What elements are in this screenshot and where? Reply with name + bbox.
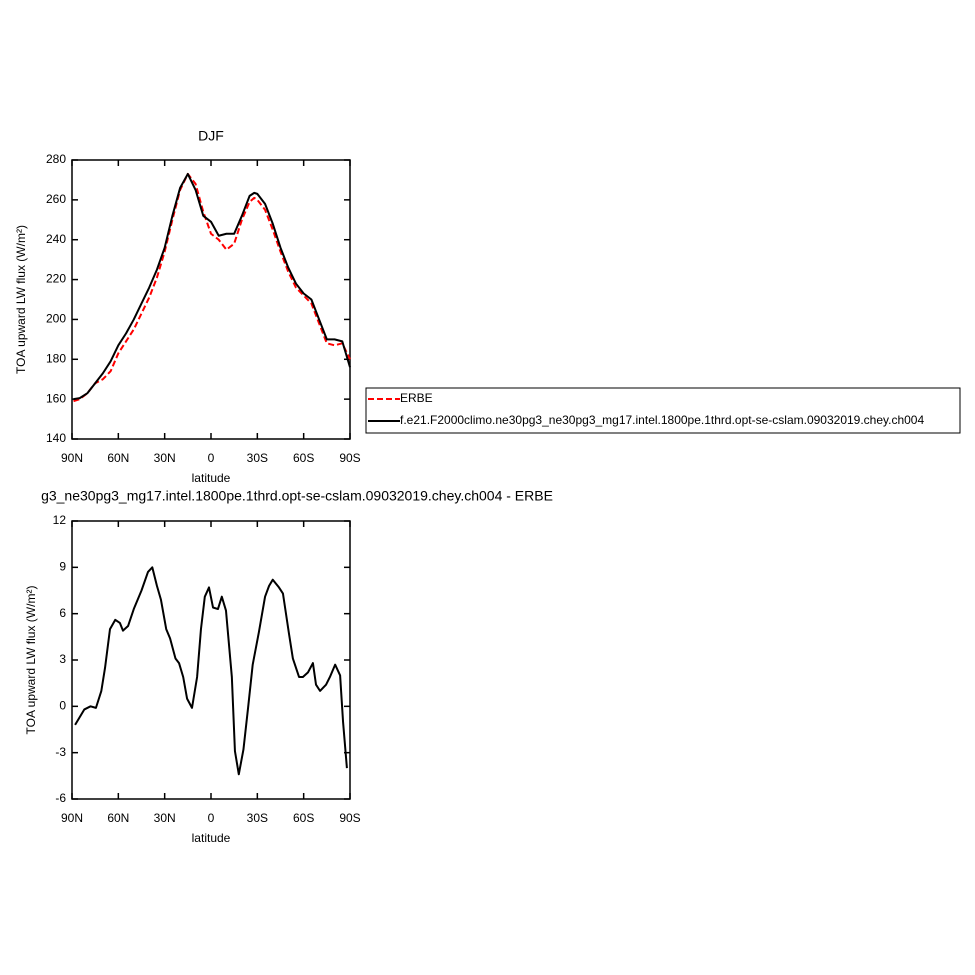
x-axis-label: latitude: [192, 471, 231, 485]
chart-title: DJF: [198, 128, 224, 144]
data-line: [73, 172, 351, 401]
legend-label: ERBE: [400, 391, 433, 405]
chart-title: g3_ne30pg3_mg17.intel.1800pe.1thrd.opt-s…: [41, 488, 553, 504]
legend: ERBE f.e21.F2000climo.ne30pg3_ne30pg3_mg1…: [365, 387, 961, 434]
y-tick-label: 0: [59, 699, 66, 713]
x-tick-label: 0: [208, 451, 215, 465]
y-axis-label: TOA upward LW flux (W/m²): [14, 225, 28, 374]
y-tick-label: 280: [46, 152, 66, 166]
y-tick-label: -3: [55, 745, 66, 759]
y-tick-label: 200: [46, 312, 66, 326]
y-tick-label: 220: [46, 272, 66, 286]
x-tick-label: 60N: [107, 811, 129, 825]
y-tick-label: -6: [55, 791, 66, 805]
x-axis-label: latitude: [192, 831, 231, 845]
y-tick-label: 6: [59, 606, 66, 620]
x-tick-label: 90S: [339, 811, 360, 825]
x-tick-label: 90N: [61, 451, 83, 465]
y-axis-label: TOA upward LW flux (W/m²): [24, 586, 38, 735]
x-tick-label: 30N: [154, 451, 176, 465]
x-tick-label: 60S: [293, 811, 314, 825]
data-line: [73, 172, 351, 403]
plot-frame: [71, 520, 351, 800]
x-tick-label: 90S: [339, 451, 360, 465]
y-tick-label: 240: [46, 232, 66, 246]
y-tick-label: 160: [46, 391, 66, 405]
x-tick-label: 30S: [247, 451, 268, 465]
x-tick-label: 30S: [247, 811, 268, 825]
x-tick-label: 60N: [107, 451, 129, 465]
y-tick-label: 12: [53, 513, 67, 527]
y-tick-label: 9: [59, 560, 66, 574]
x-tick-label: 30N: [154, 811, 176, 825]
data-line: [74, 566, 348, 776]
x-tick-label: 0: [208, 811, 215, 825]
y-tick-label: 260: [46, 192, 66, 206]
legend-box: [365, 387, 961, 434]
y-tick-label: 140: [46, 431, 66, 445]
y-tick-label: 180: [46, 351, 66, 365]
y-tick-label: 3: [59, 652, 66, 666]
x-tick-label: 90N: [61, 811, 83, 825]
x-tick-label: 60S: [293, 451, 314, 465]
legend-label: f.e21.F2000climo.ne30pg3_ne30pg3_mg17.in…: [400, 413, 924, 427]
